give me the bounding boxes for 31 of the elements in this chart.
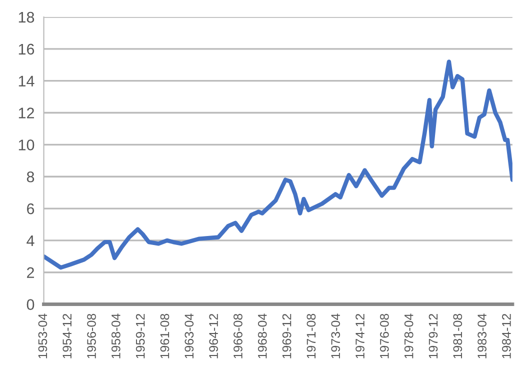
y-tick-label: 6 [27,203,34,214]
y-tick-label: 8 [26,171,34,182]
x-tick-label: 1978-04 [404,314,414,358]
x-tick-label: 1966-08 [234,314,242,358]
y-tick-label: 18 [18,12,34,23]
line-series [44,60,512,270]
x-tick-label: 1961-08 [160,314,170,358]
y-tick-label: 10 [18,140,34,150]
x-tick-label: 1954-12 [62,314,72,358]
x-tick-label: 1969-12 [282,314,292,358]
x-tick-label: 1964-12 [209,314,218,358]
y-tick-label: 0 [26,299,34,310]
x-tick-label: 1956-08 [87,314,96,358]
x-tick-label: 1953-04 [38,314,48,358]
x-tick-label: 1971-08 [306,314,316,358]
y-tick-label: 4 [26,235,34,246]
x-tick-label: 1981-08 [453,314,462,358]
x-tick-label: 1963-04 [184,314,194,358]
x-tick-label: 1983-04 [478,314,486,358]
x-tick-label: 1959-12 [136,314,145,358]
y-tick-label: 16 [18,44,34,55]
x-tick-label: 1979-12 [428,314,438,358]
x-tick-label: 1973-04 [331,314,340,358]
y-tick-label: 2 [27,267,34,278]
x-tick-label: 1968-04 [258,314,267,358]
y-tick-label: 12 [18,108,34,118]
x-tick-label: 1974-12 [356,314,364,358]
y-tick-label: 14 [18,76,34,86]
x-tick-label: 1976-08 [380,314,389,358]
x-tick-label: 1984-12 [502,314,511,358]
x-tick-label: 1958-04 [112,314,120,358]
